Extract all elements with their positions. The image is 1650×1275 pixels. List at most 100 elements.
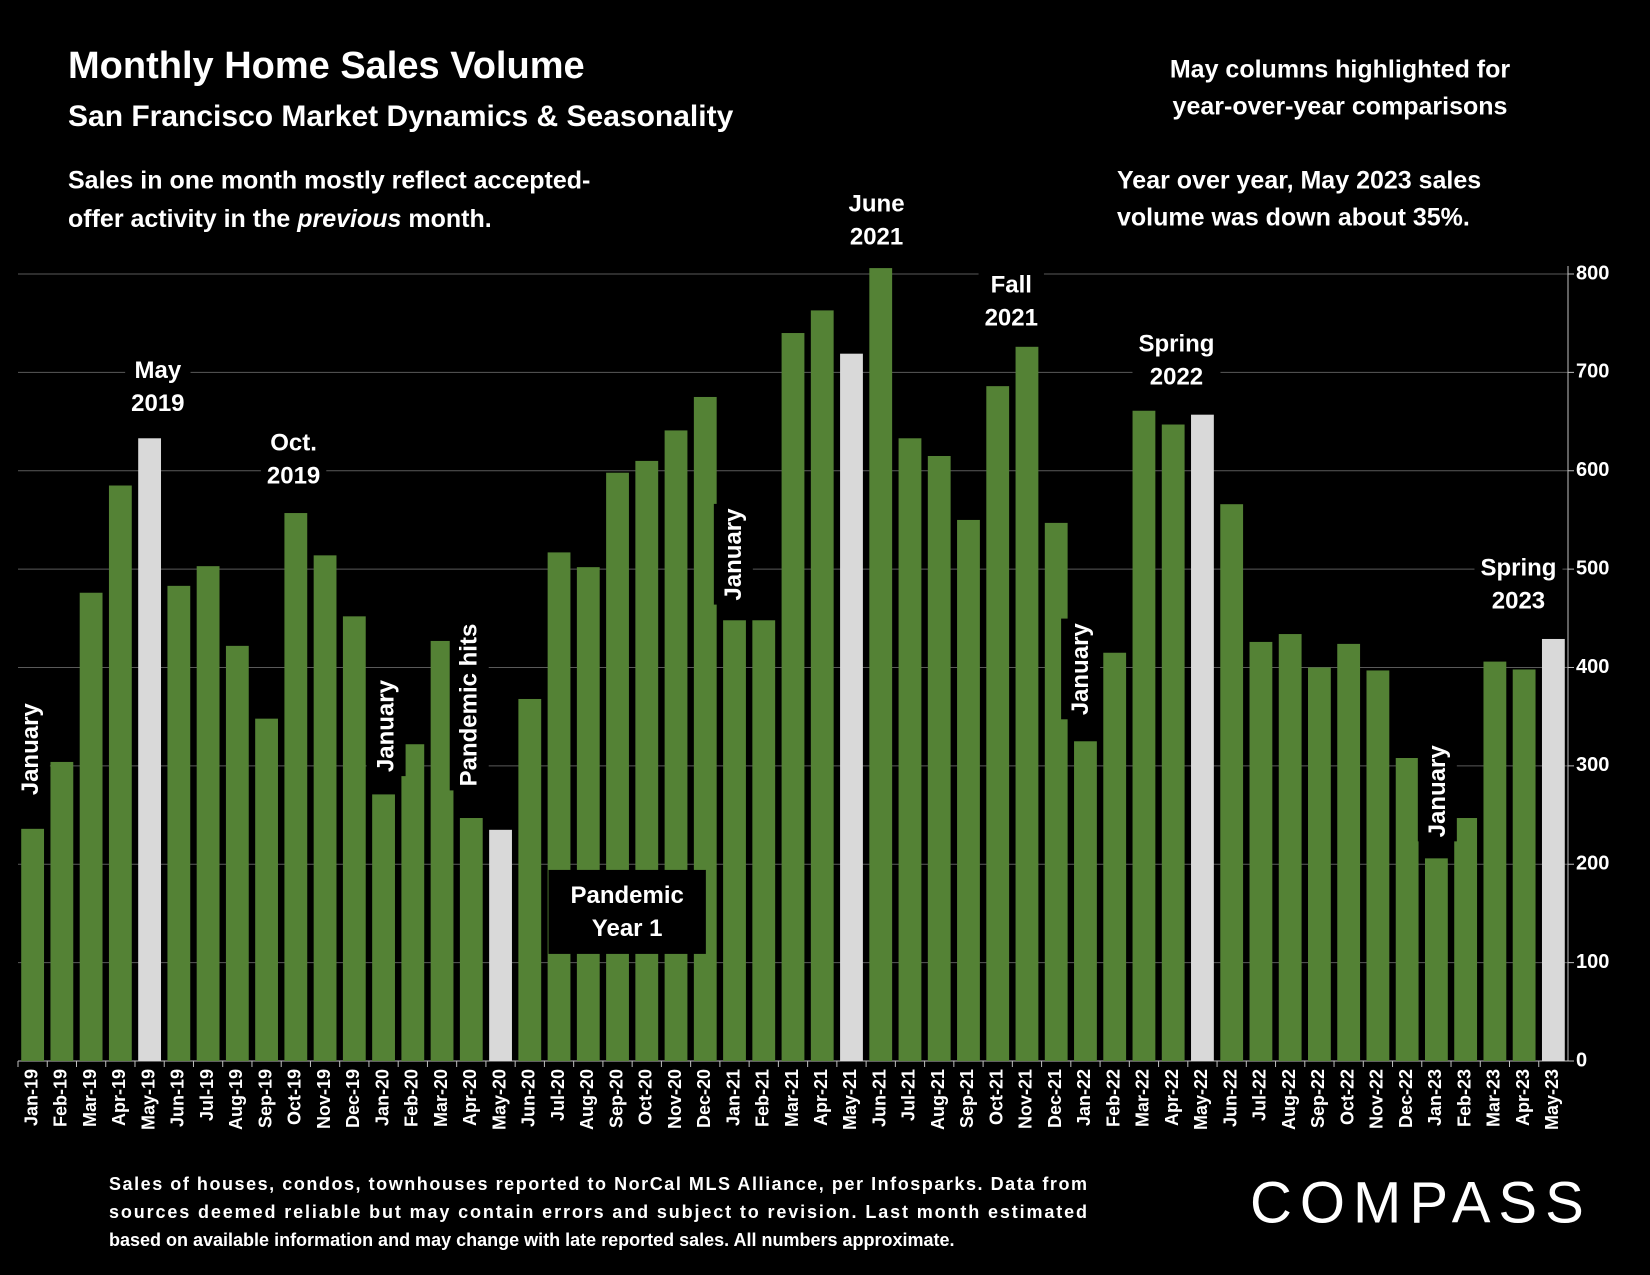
x-tick-label: Mar-23 bbox=[1484, 1069, 1504, 1127]
x-tick-label: Feb-20 bbox=[402, 1069, 422, 1127]
bar bbox=[108, 485, 132, 1062]
x-tick-label: Aug-19 bbox=[226, 1069, 246, 1130]
x-tick-label: Jul-20 bbox=[548, 1069, 568, 1121]
x-tick-label: Jul-19 bbox=[197, 1069, 217, 1121]
x-tick-label: Jun-21 bbox=[869, 1069, 889, 1127]
x-tick-label: May-21 bbox=[840, 1069, 860, 1130]
annotation-background bbox=[125, 352, 191, 421]
x-tick-label: Nov-21 bbox=[1016, 1069, 1036, 1129]
annotation-text: Oct. bbox=[270, 429, 317, 456]
annotation-background bbox=[10, 698, 50, 800]
x-tick-label: Nov-22 bbox=[1367, 1069, 1387, 1129]
annotation: Pandemic Year 1 bbox=[548, 869, 706, 954]
x-tick-label: Apr-20 bbox=[460, 1069, 480, 1126]
bar bbox=[1424, 858, 1448, 1061]
annotation-background bbox=[449, 619, 489, 791]
x-tick-label: Jun-19 bbox=[168, 1069, 188, 1127]
x-tick-label: May-22 bbox=[1191, 1069, 1211, 1130]
annotation: May 2019 bbox=[125, 352, 191, 421]
note-right: Year over year, May 2023 sales bbox=[1117, 167, 1481, 195]
annotation: January bbox=[366, 675, 406, 777]
bar bbox=[576, 567, 600, 1061]
bar bbox=[1366, 670, 1390, 1061]
bar bbox=[79, 592, 103, 1061]
y-tick-label: 200 bbox=[1576, 853, 1609, 875]
x-tick-label: May-23 bbox=[1542, 1069, 1562, 1130]
note-left: offer activity in the previous month. bbox=[68, 205, 492, 233]
bar bbox=[489, 829, 512, 1061]
y-tick-label: 500 bbox=[1576, 557, 1609, 579]
x-tick-label: Mar-22 bbox=[1133, 1069, 1153, 1127]
annotation-text: January bbox=[720, 508, 747, 601]
annotation: Fall 2021 bbox=[978, 267, 1044, 336]
annotation-text: January bbox=[373, 679, 400, 772]
x-tick-label: Jul-22 bbox=[1250, 1069, 1270, 1121]
annotation: June 2021 bbox=[842, 186, 911, 255]
bar bbox=[196, 566, 220, 1061]
bar bbox=[1541, 638, 1565, 1061]
annotation-text: Year 1 bbox=[592, 915, 663, 942]
annotation-text: 2021 bbox=[850, 224, 903, 251]
bar bbox=[430, 640, 454, 1061]
annotation-background bbox=[1417, 740, 1457, 842]
note-right-top: year-over-year comparisons bbox=[1173, 93, 1508, 121]
footer: based on available information and may c… bbox=[109, 1230, 955, 1250]
x-tick-label: Nov-20 bbox=[665, 1069, 685, 1129]
bar bbox=[781, 333, 805, 1061]
x-tick-label: Feb-19 bbox=[51, 1069, 71, 1127]
annotation-background bbox=[713, 503, 753, 605]
x-tick-label: Apr-19 bbox=[109, 1069, 129, 1126]
annotation-background bbox=[548, 869, 706, 954]
bar bbox=[927, 455, 951, 1061]
bar bbox=[342, 616, 366, 1061]
bar bbox=[167, 585, 191, 1061]
x-tick-label: Apr-21 bbox=[811, 1069, 831, 1126]
x-tick-label: Jul-21 bbox=[899, 1069, 919, 1121]
bar bbox=[664, 430, 688, 1061]
bar bbox=[957, 519, 980, 1061]
x-tick-label: Dec-21 bbox=[1045, 1069, 1065, 1128]
bar bbox=[1512, 669, 1536, 1061]
bar bbox=[225, 645, 249, 1061]
bar bbox=[1015, 346, 1039, 1061]
annotation: January bbox=[1417, 740, 1457, 842]
bar bbox=[840, 353, 863, 1062]
x-tick-label: Mar-20 bbox=[431, 1069, 451, 1127]
annotation-text: 2023 bbox=[1492, 588, 1545, 615]
brand-logo: COMPASS bbox=[1250, 1170, 1592, 1235]
annotation-text: 2019 bbox=[131, 390, 184, 417]
bar bbox=[1337, 643, 1361, 1061]
annotation: January bbox=[713, 503, 753, 605]
bar bbox=[1308, 667, 1331, 1061]
note-left: Sales in one month mostly reflect accept… bbox=[68, 167, 590, 195]
annotation: Spring 2022 bbox=[1132, 326, 1221, 395]
annotation-background bbox=[1132, 326, 1221, 395]
x-tick-label: Jun-20 bbox=[519, 1069, 539, 1127]
bar bbox=[693, 396, 717, 1061]
x-tick-label: Sep-19 bbox=[255, 1069, 275, 1128]
footer: Sales of houses, condos, townhouses repo… bbox=[109, 1174, 1087, 1194]
bar bbox=[1074, 741, 1097, 1061]
bar bbox=[1483, 661, 1507, 1061]
annotation-text: Spring bbox=[1480, 555, 1556, 582]
x-tick-label: Nov-19 bbox=[314, 1069, 334, 1129]
bar bbox=[1191, 414, 1214, 1061]
x-tick-label: Sep-20 bbox=[606, 1069, 626, 1128]
note-text: offer activity in the bbox=[68, 205, 297, 233]
annotation-layer: January May 2019 Oct. 2019 January Pandemic hi… bbox=[10, 186, 1563, 954]
bar bbox=[869, 268, 893, 1061]
y-tick-label: 400 bbox=[1576, 656, 1609, 678]
y-tick-label: 600 bbox=[1576, 459, 1609, 481]
y-tick-label: 700 bbox=[1576, 361, 1609, 383]
note-right-top: May columns highlighted for bbox=[1170, 56, 1511, 84]
x-tick-label: Oct-20 bbox=[636, 1069, 656, 1125]
x-tick-label: Aug-20 bbox=[577, 1069, 597, 1130]
x-tick-label: Sep-21 bbox=[957, 1069, 977, 1128]
annotation: Pandemic hits bbox=[449, 619, 489, 791]
x-tick-label: May-19 bbox=[138, 1069, 158, 1130]
x-tick-label: Feb-22 bbox=[1103, 1069, 1123, 1127]
x-tick-label: Jan-22 bbox=[1074, 1069, 1094, 1126]
annotation-text: January bbox=[1067, 623, 1094, 716]
